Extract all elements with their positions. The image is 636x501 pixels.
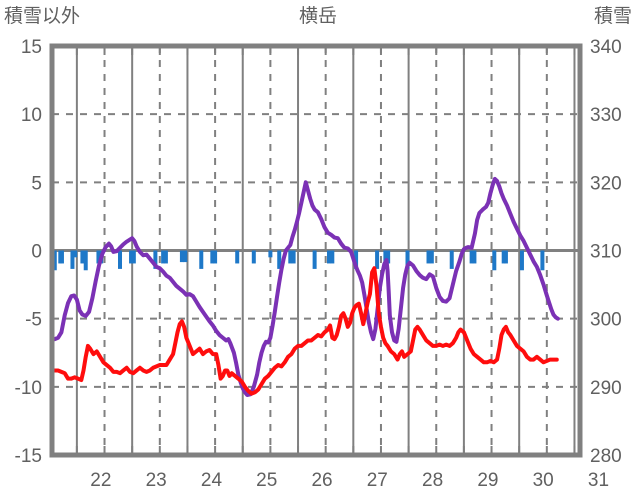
precipitation-bar: [291, 250, 296, 264]
precipitation-bar: [312, 250, 317, 269]
precipitation-bar: [80, 250, 85, 264]
precipitation-bar: [288, 250, 293, 264]
precipitation-bar: [540, 250, 545, 271]
precipitation-bar: [426, 250, 431, 264]
precipitation-bar: [131, 250, 136, 264]
y-axis-right-tick-label: 340: [590, 37, 622, 58]
x-axis-tick-label: 27: [367, 470, 388, 491]
precipitation-bar: [52, 250, 57, 271]
precipitation-bar: [405, 250, 410, 269]
left-axis-title: 積雪以外: [4, 5, 80, 27]
x-axis-tick-label: 31: [588, 470, 609, 491]
precipitation-bar: [375, 250, 380, 269]
precipitation-bar: [59, 250, 64, 264]
precipitation-bar: [386, 250, 391, 264]
precipitation-bar: [153, 250, 158, 269]
y-axis-left-labels: -15 -10 -5 0 5 10 15: [15, 37, 42, 467]
y-axis-left-tick-label: 0: [31, 242, 42, 263]
precipitation-bar: [129, 250, 134, 264]
precipitation-bar: [251, 250, 256, 264]
x-axis-tick-label: 23: [146, 470, 167, 491]
data-series: [52, 176, 560, 398]
page-title: 横岳: [299, 5, 337, 27]
precipitation-bar: [383, 250, 388, 264]
x-axis-tick-label: 30: [533, 470, 554, 491]
precipitation-bar: [161, 250, 166, 264]
precipitation-bar: [118, 250, 123, 269]
precipitation-bar: [492, 250, 497, 271]
precipitation-bar: [235, 250, 240, 264]
plot-border: [49, 43, 583, 458]
series-line-snow-depth: [52, 176, 560, 398]
precipitation-bar: [213, 250, 218, 264]
y-axis-right-tick-label: 320: [590, 173, 622, 194]
y-axis-left-tick-label: -10: [15, 378, 42, 399]
y-axis-right-tick-label: 300: [590, 310, 622, 331]
x-axis-tick-label: 26: [311, 470, 332, 491]
precipitation-bar: [503, 250, 508, 264]
precipitation-bar: [501, 250, 506, 264]
series-line-temperature: [52, 266, 559, 396]
x-axis-tick-label: 28: [422, 470, 443, 491]
precipitation-bar: [163, 250, 168, 264]
y-axis-left-tick-label: -5: [25, 310, 42, 331]
y-axis-right-labels: 280 290 300 310 320 330 340: [590, 37, 622, 467]
precipitation-bar: [83, 250, 88, 271]
precipitation-bar: [354, 250, 359, 269]
y-axis-left-tick-label: -15: [15, 446, 42, 467]
precipitation-bar: [199, 250, 204, 269]
precipitation-bar: [472, 250, 477, 264]
y-axis-left-tick-label: 5: [31, 173, 42, 194]
y-axis-right-tick-label: 280: [590, 446, 622, 467]
precipitation-bar: [70, 250, 75, 269]
x-axis-tick-label: 24: [201, 470, 223, 491]
y-axis-right-tick-label: 290: [590, 378, 622, 399]
precipitation-bar: [179, 250, 184, 263]
precipitation-bar: [210, 250, 215, 264]
precipitation-bar: [73, 250, 78, 258]
precipitation-bar: [519, 250, 524, 271]
x-axis-labels: 22 23 24 25 26 27 28 29 30 31: [90, 470, 609, 491]
precipitation-bar: [96, 250, 101, 264]
x-axis-tick-label: 22: [90, 470, 111, 491]
precipitation-bar: [449, 250, 454, 269]
precipitation-bar: [277, 250, 282, 269]
precipitation-bars: [52, 250, 545, 271]
x-axis-tick-label: 29: [477, 470, 498, 491]
precipitation-bar: [469, 250, 474, 264]
x-axis-tick-label: 25: [256, 470, 277, 491]
corner-labels: 積雪以外 横岳 積雪: [4, 5, 632, 27]
precipitation-bar: [326, 250, 331, 264]
precipitation-bar: [268, 250, 273, 258]
y-axis-right-tick-label: 310: [590, 242, 622, 263]
plot-frame: [49, 43, 583, 458]
right-axis-title: 積雪: [594, 5, 632, 27]
y-axis-left-tick-label: 10: [21, 105, 42, 126]
precipitation-bar: [183, 250, 188, 263]
precipitation-bar: [429, 250, 434, 264]
axis-ticks: [75, 46, 576, 455]
y-axis-right-tick-label: 330: [590, 105, 622, 126]
y-axis-left-tick-label: 15: [21, 37, 42, 58]
precipitation-bar: [330, 250, 335, 264]
